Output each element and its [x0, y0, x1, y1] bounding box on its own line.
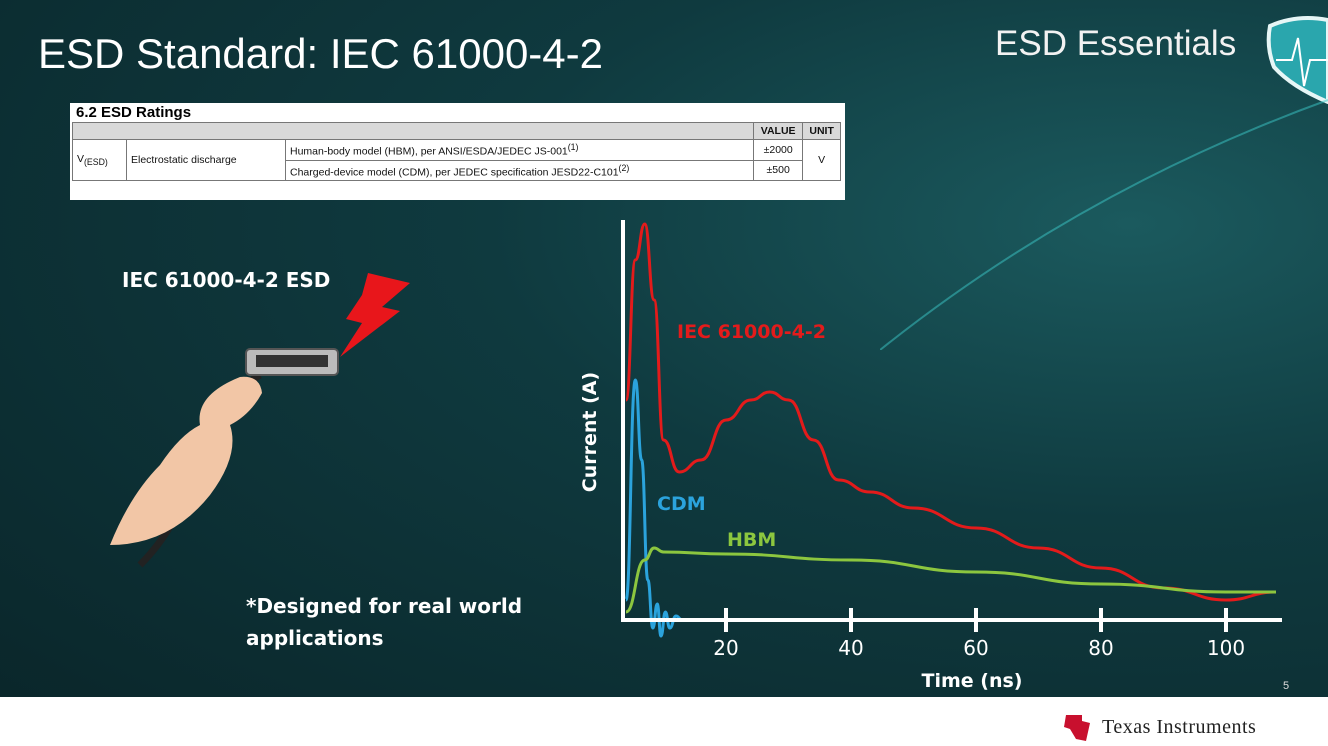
x-axis-label: Time (ns) — [922, 670, 1023, 692]
x-tick-label: 60 — [963, 636, 988, 660]
series-label-hbm: HBM — [727, 529, 776, 551]
series-line-hbm — [625, 546, 1276, 614]
note-text: *Designed for real world applications — [246, 594, 523, 650]
series-line-cdm — [624, 378, 683, 638]
x-tick-label: 80 — [1088, 636, 1113, 660]
unit-header: UNIT — [802, 122, 841, 140]
page-number: 5 — [1283, 680, 1290, 692]
y-axis-label: Current (A) — [579, 372, 601, 492]
slide-title: ESD Standard: IEC 61000-4-2 — [38, 30, 603, 77]
brand-title: ESD Essentials — [995, 24, 1237, 63]
x-tick-label: 20 — [713, 636, 738, 660]
unit-cell: V — [802, 139, 841, 181]
cdm-condition-cell: Charged-device model (CDM), per JEDEC sp… — [284, 159, 755, 181]
ti-logo-icon — [1064, 715, 1090, 741]
series-line-iec-61000-4-2 — [624, 222, 1277, 602]
table-caption: 6.2 ESD Ratings — [76, 104, 192, 121]
hand-with-cable-illustration — [110, 273, 410, 568]
symbol-cell: V(ESD) — [72, 139, 127, 181]
left-heading: IEC 61000-4-2 ESD — [122, 268, 331, 292]
cdm-value-cell: ±500 — [753, 159, 804, 181]
footer-bar — [0, 697, 1328, 746]
series-label-iec: IEC 61000-4-2 — [677, 321, 826, 343]
shield-logo-icon — [1266, 16, 1328, 104]
hbm-condition-cell: Human-body model (HBM), per ANSI/ESDA/JE… — [284, 139, 755, 161]
value-header: VALUE — [753, 122, 804, 140]
esd-ratings-table: 6.2 ESD Ratings VALUE UNIT V(ESD) Electro… — [70, 103, 845, 200]
light-streak-decoration — [880, 99, 1328, 350]
x-tick-label: 40 — [838, 636, 863, 660]
x-tick-label: 100 — [1207, 636, 1245, 660]
lightning-bolt-icon — [340, 273, 410, 357]
series-label-cdm: CDM — [657, 493, 706, 515]
ti-logo-text: Texas Instruments — [1102, 716, 1257, 738]
esd-waveform-chart: 20 40 60 80 100 Current (A) Time (ns) IEC 61… — [579, 222, 1277, 692]
